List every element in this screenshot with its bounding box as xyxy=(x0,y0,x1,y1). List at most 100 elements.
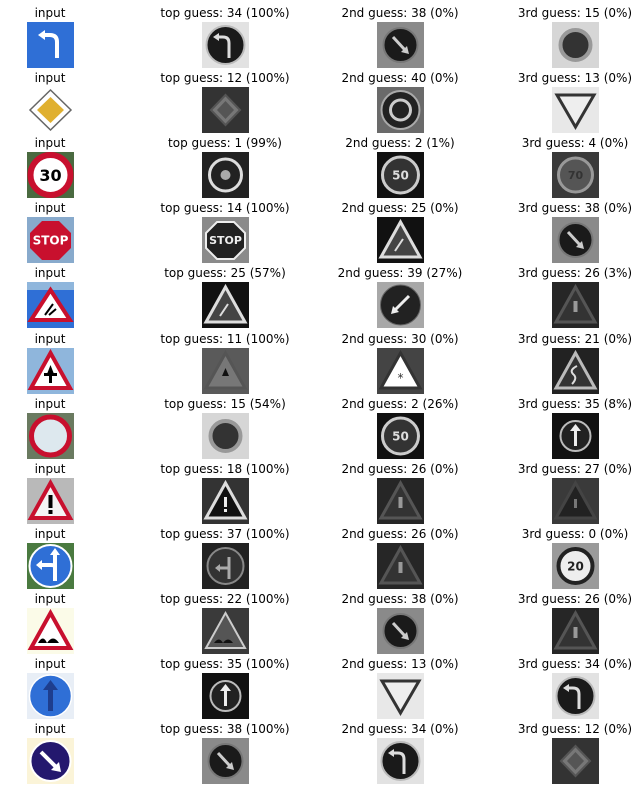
guess-thumbnail-yield xyxy=(376,673,424,719)
guess-cell: top guess: 38 (100%) xyxy=(145,722,305,785)
guess-thumbnail-priority xyxy=(551,738,599,785)
guess-thumbnail-signals xyxy=(376,477,424,524)
guess-caption: 3rd guess: 15 (0%) xyxy=(517,6,633,20)
guess-caption: top guess: 11 (100%) xyxy=(160,331,290,346)
input-cell: input xyxy=(0,527,130,589)
guess-thumbnail-turn-left xyxy=(551,673,599,719)
guess-thumbnail-no-vehicles xyxy=(551,22,599,68)
guess-caption: 2nd guess: 2 (26%) xyxy=(341,396,459,411)
guess-thumbnail-speed20: 20 xyxy=(551,542,599,589)
svg-text:STOP: STOP xyxy=(209,234,242,247)
guess-caption: top guess: 15 (54%) xyxy=(164,396,286,411)
guess-caption: top guess: 14 (100%) xyxy=(160,201,290,216)
guess-caption: 3rd guess: 26 (0%) xyxy=(517,591,633,606)
guess-cell: 3rd guess: 27 (0%) xyxy=(495,462,638,524)
guess-thumbnail-speed50: 50 xyxy=(376,152,424,199)
guess-cell: 3rd guess: 26 (0%) xyxy=(495,592,638,654)
guess-thumbnail-speed50: 50 xyxy=(376,412,424,459)
input-cell: input xyxy=(0,592,130,654)
svg-text:70: 70 xyxy=(567,169,583,182)
guess-thumbnail-roundabout xyxy=(376,87,424,134)
guess-cell: 3rd guess: 35 (8%) xyxy=(495,397,638,459)
guess-thumbnail-keep-right xyxy=(376,607,424,654)
priority-road-sign-image xyxy=(26,87,74,134)
guess-caption: 2nd guess: 13 (0%) xyxy=(341,657,459,671)
guess-cell: top guess: 15 (54%) xyxy=(145,397,305,459)
keep-right-sign-image xyxy=(26,738,74,785)
guess-caption: 3rd guess: 12 (0%) xyxy=(517,722,633,737)
input-cell: input xyxy=(0,397,130,459)
input-caption: input xyxy=(34,591,66,606)
guess-caption: top guess: 1 (99%) xyxy=(168,136,282,151)
guess-thumbnail-pedestrians xyxy=(551,477,599,524)
guess-caption: 3rd guess: 34 (0%) xyxy=(517,657,633,671)
guess-thumbnail-ice: * xyxy=(376,347,424,394)
guess-cell: 3rd guess: 13 (0%) xyxy=(495,71,638,134)
input-caption: input xyxy=(34,266,66,281)
guess-cell: top guess: 25 (57%) xyxy=(145,266,305,329)
guess-caption: 3rd guess: 4 (0%) xyxy=(521,136,629,151)
input-caption: input xyxy=(34,331,66,346)
input-cell: input 30 xyxy=(0,136,130,199)
guess-thumbnail-turn-left xyxy=(201,22,249,68)
guess-cell: 3rd guess: 34 (0%) xyxy=(495,657,638,719)
guess-cell: top guess: 12 (100%) xyxy=(145,71,305,134)
guess-caption: top guess: 22 (100%) xyxy=(160,591,290,606)
input-caption: input xyxy=(34,136,66,151)
guess-cell: 2nd guess: 38 (0%) xyxy=(320,592,480,654)
guess-cell: 3rd guess: 4 (0%) 70 xyxy=(495,136,638,199)
speed-limit-30-sign-image: 30 xyxy=(26,152,74,199)
guess-thumbnail-signals xyxy=(551,607,599,654)
guess-cell: 2nd guess: 26 (0%) xyxy=(320,527,480,589)
guess-cell: top guess: 14 (100%) STOP xyxy=(145,201,305,264)
guess-thumbnail-caution xyxy=(201,477,249,524)
guess-caption: 3rd guess: 35 (8%) xyxy=(517,396,633,411)
guess-caption: top guess: 12 (100%) xyxy=(160,71,290,86)
straight-or-left-sign-image xyxy=(26,542,74,589)
guess-thumbnail-no-vehicles xyxy=(201,412,249,459)
guess-cell: 3rd guess: 26 (3%) xyxy=(495,266,638,329)
guess-caption: top guess: 37 (100%) xyxy=(160,526,290,541)
guess-caption: 2nd guess: 26 (0%) xyxy=(341,526,459,541)
guess-cell: 3rd guess: 21 (0%) xyxy=(495,332,638,394)
right-of-way-sign-image xyxy=(26,347,74,394)
guess-cell: 3rd guess: 38 (0%) xyxy=(495,201,638,264)
guess-caption: 3rd guess: 0 (0%) xyxy=(521,526,629,541)
guess-cell: top guess: 18 (100%) xyxy=(145,462,305,524)
guess-caption: top guess: 18 (100%) xyxy=(160,461,290,476)
guess-cell: top guess: 34 (100%) xyxy=(145,6,305,68)
svg-text:20: 20 xyxy=(567,559,584,573)
guess-caption: 3rd guess: 27 (0%) xyxy=(517,461,633,476)
guess-thumbnail-ahead-only xyxy=(201,673,249,719)
guess-thumbnail-turn-left xyxy=(376,738,424,785)
guess-caption: 2nd guess: 2 (1%) xyxy=(345,136,455,151)
input-caption: input xyxy=(34,396,66,411)
guess-caption: 2nd guess: 25 (0%) xyxy=(341,201,459,216)
bumpy-road-sign-image xyxy=(26,607,74,654)
input-cell: input STOP xyxy=(0,201,130,264)
guess-cell: 2nd guess: 13 (0%) xyxy=(320,657,480,719)
input-cell: input xyxy=(0,657,130,719)
guess-thumbnail-keep-right xyxy=(376,22,424,68)
input-caption: input xyxy=(34,657,66,671)
input-caption: input xyxy=(34,6,66,20)
general-caution-sign-image xyxy=(26,477,74,524)
guess-thumbnail-keep-right xyxy=(201,738,249,785)
guess-caption: 2nd guess: 38 (0%) xyxy=(341,591,459,606)
road-work-sign-image xyxy=(26,282,74,329)
guess-caption: 2nd guess: 26 (0%) xyxy=(341,461,459,476)
guess-cell: 2nd guess: 34 (0%) xyxy=(320,722,480,785)
guess-caption: top guess: 34 (100%) xyxy=(160,6,290,20)
no-vehicles-sign-image xyxy=(26,412,74,459)
turn-left-ahead-sign-image xyxy=(26,22,74,68)
input-caption: input xyxy=(34,201,66,216)
guess-thumbnail-roadwork xyxy=(201,282,249,329)
guess-thumbnail-yield xyxy=(551,87,599,134)
guess-cell: 3rd guess: 12 (0%) xyxy=(495,722,638,785)
input-cell: input xyxy=(0,332,130,394)
guess-caption: 3rd guess: 26 (3%) xyxy=(517,266,633,281)
input-cell: input xyxy=(0,462,130,524)
svg-text:STOP: STOP xyxy=(32,234,68,248)
guess-thumbnail-bumpy xyxy=(201,607,249,654)
guess-cell: 3rd guess: 0 (0%) 20 xyxy=(495,527,638,589)
